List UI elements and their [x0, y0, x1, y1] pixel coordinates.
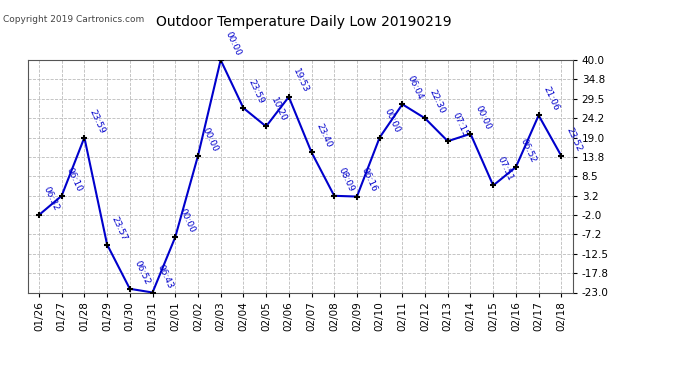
- Text: 23:52: 23:52: [564, 126, 583, 153]
- Text: 10:20: 10:20: [269, 96, 288, 124]
- Text: 19:53: 19:53: [292, 67, 310, 94]
- Text: Outdoor Temperature Daily Low 20190219: Outdoor Temperature Daily Low 20190219: [156, 15, 451, 29]
- Text: 00:00: 00:00: [382, 108, 402, 135]
- Text: 21:06: 21:06: [542, 86, 560, 112]
- Text: 06:32: 06:32: [41, 185, 61, 212]
- Text: 23:57: 23:57: [110, 214, 129, 242]
- Text: 06:16: 06:16: [359, 166, 379, 194]
- Text: 06:10: 06:10: [64, 166, 83, 193]
- Text: 06:43: 06:43: [155, 262, 175, 290]
- Text: 00:00: 00:00: [178, 207, 197, 234]
- Text: 23:59: 23:59: [246, 78, 265, 105]
- Text: Copyright 2019 Cartronics.com: Copyright 2019 Cartronics.com: [3, 15, 145, 24]
- Text: 22:30: 22:30: [428, 88, 447, 116]
- Text: 08:09: 08:09: [337, 166, 356, 193]
- Text: 00:00: 00:00: [224, 30, 242, 57]
- Text: 23:59: 23:59: [87, 108, 106, 135]
- Text: 06:52: 06:52: [132, 259, 152, 286]
- Text: 23:40: 23:40: [314, 123, 333, 150]
- Text: 07:15: 07:15: [451, 111, 470, 138]
- Text: 07:51: 07:51: [496, 156, 515, 183]
- Text: Temperature (°F): Temperature (°F): [582, 41, 677, 51]
- Text: 00:00: 00:00: [201, 126, 220, 153]
- Text: 06:52: 06:52: [519, 137, 538, 164]
- Text: 06:04: 06:04: [405, 74, 424, 102]
- Text: 00:00: 00:00: [473, 104, 493, 131]
